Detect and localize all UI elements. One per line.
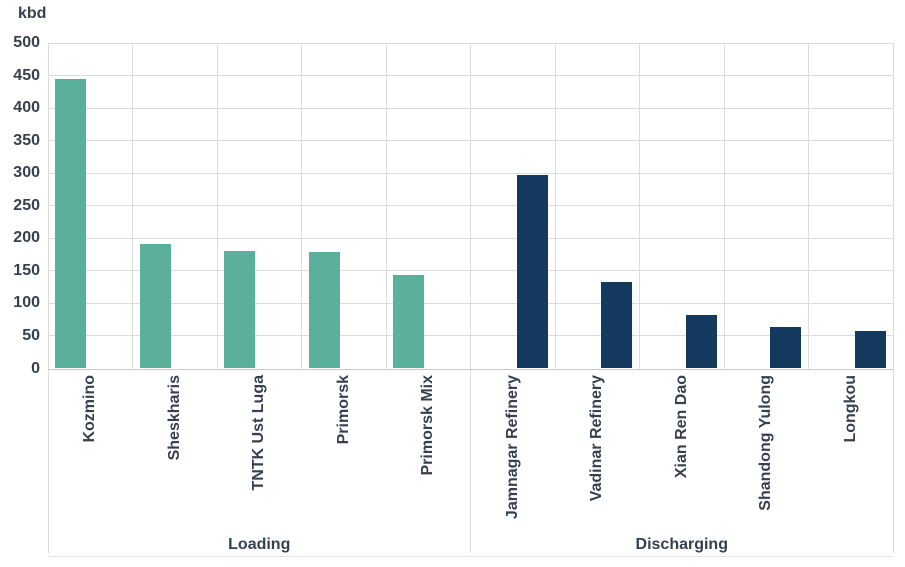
x-gridline — [723, 43, 725, 369]
y-axis-unit-label: kbd — [18, 5, 47, 22]
category-label-shandong-yulong: Shandong Yulong — [757, 375, 775, 511]
bar-primorsk-mix — [393, 275, 425, 369]
category-label-sheskharis: Sheskharis — [165, 375, 183, 461]
bar-primorsk — [308, 251, 340, 369]
x-gridline — [808, 43, 809, 369]
bar-vadinar-refinery — [601, 281, 633, 369]
x-gridline — [554, 43, 556, 369]
bar-jamnagar-refinery — [516, 175, 548, 369]
category-label-xian-ren-dao: Xian Ren Dao — [672, 375, 690, 479]
bar-xian-ren-dao — [685, 315, 717, 369]
y-axis-tick-label: 150 — [13, 261, 40, 279]
y-axis-tick-label: 0 — [31, 359, 40, 377]
y-axis-tick-label: 350 — [13, 131, 40, 149]
x-gridline — [385, 43, 387, 369]
x-gridline — [216, 43, 218, 369]
category-label-vadinar-refinery: Vadinar Refinery — [588, 375, 606, 502]
category-label-jamnagar-refinery: Jamnagar Refinery — [503, 375, 521, 520]
x-axis-line — [48, 368, 893, 370]
x-gridline — [639, 43, 640, 369]
group-label-loading: Loading — [228, 536, 291, 553]
bar-shandong-yulong — [770, 326, 802, 369]
y-axis-tick-label: 250 — [13, 196, 40, 214]
x-gridline — [301, 43, 302, 369]
category-label-primorsk-mix: Primorsk Mix — [419, 375, 437, 476]
category-group-divider — [47, 43, 49, 553]
category-label-tntk-ust-luga: TNTK Ust Luga — [250, 375, 268, 491]
category-group-divider — [470, 43, 471, 553]
y-axis-tick-label: 500 — [13, 34, 40, 51]
x-gridline — [132, 43, 133, 369]
y-axis-tick-label: 400 — [13, 99, 40, 117]
category-label-primorsk: Primorsk — [334, 375, 352, 445]
y-axis-tick-label: 450 — [13, 66, 40, 84]
y-axis-tick-label: 50 — [22, 326, 40, 344]
axis-band-bottom-line — [48, 556, 893, 557]
y-axis-tick-label: 300 — [13, 164, 40, 182]
y-axis-tick-label: 100 — [13, 294, 40, 312]
group-label-discharging: Discharging — [635, 536, 728, 553]
category-label-kozmino: Kozmino — [81, 375, 99, 443]
bar-tntk-ust-luga — [224, 251, 256, 369]
bar-sheskharis — [139, 243, 171, 369]
bar-kozmino — [55, 78, 87, 369]
category-label-longkou: Longkou — [841, 375, 859, 443]
bar-longkou — [854, 331, 886, 369]
category-group-divider — [892, 43, 894, 553]
y-axis-tick-label: 200 — [13, 229, 40, 247]
